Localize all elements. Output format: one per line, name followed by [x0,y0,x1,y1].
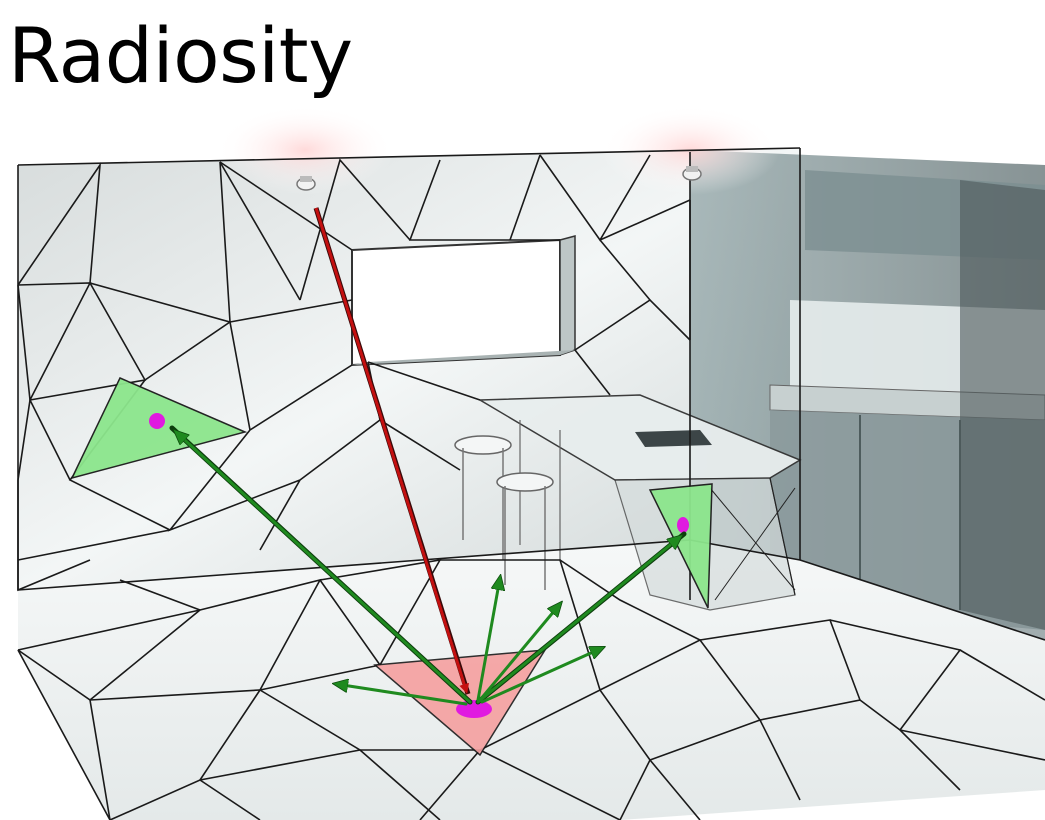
ceiling-light-icon [682,166,702,181]
outgoing-ray-up-a [476,578,500,702]
outgoing-ray-left [336,684,468,706]
outgoing-rays [169,425,687,706]
patch-center-wall [149,413,165,429]
slide-title: Radiosity [8,11,353,100]
outgoing-ray-right [480,648,602,704]
ceiling-light-icon [296,176,316,191]
back-wall [18,148,800,590]
outgoing-ray-up-b [478,604,560,702]
stools [454,435,554,590]
outgoing-ray-to-island-fill [476,537,680,704]
window [351,235,576,367]
patch-center-island [677,517,689,533]
incoming-light-ray-fill [314,207,469,694]
outgoing-ray-to-wall-fill [176,432,472,704]
